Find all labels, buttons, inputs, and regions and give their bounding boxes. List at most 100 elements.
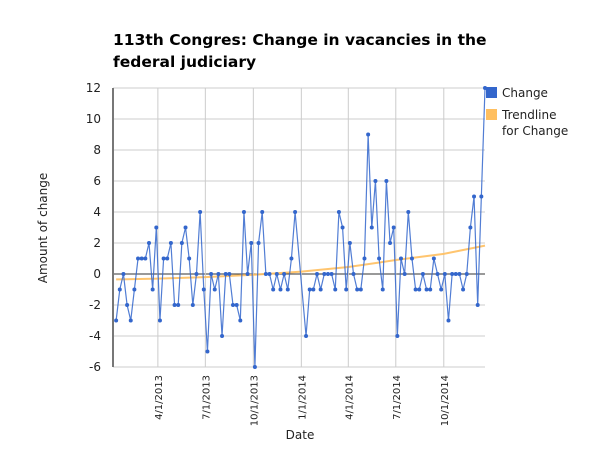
change-data-point <box>176 303 181 307</box>
change-data-point <box>450 272 455 276</box>
change-data-point <box>446 318 451 323</box>
change-data-point <box>333 287 338 292</box>
change-data-point <box>216 272 221 276</box>
change-data-point <box>223 272 228 276</box>
change-data-point <box>402 272 407 276</box>
change-data-point <box>439 287 444 292</box>
change-data-point <box>263 272 268 276</box>
trendline <box>116 244 486 281</box>
change-data-point <box>209 272 214 276</box>
x-tick-label: 10/1/2013 <box>249 375 260 426</box>
change-data-point <box>285 287 290 292</box>
change-data-point <box>136 256 141 261</box>
legend: Change Trendline for Change <box>486 86 568 138</box>
change-data-point <box>358 287 363 292</box>
change-data-point <box>238 318 243 323</box>
change-data-point <box>205 349 210 354</box>
change-data-point <box>366 132 371 137</box>
change-data-point <box>154 225 159 230</box>
change-data-point <box>453 272 458 276</box>
change-data-point <box>377 256 382 261</box>
change-data-point <box>336 210 341 214</box>
change-data-point <box>362 256 367 261</box>
y-axis-ticks: -6 -4 -2 0 2 4 6 8 10 12 <box>86 81 101 374</box>
y-tick-label: 10 <box>86 112 101 126</box>
change-data-point <box>388 241 393 245</box>
change-data-point <box>128 318 133 323</box>
y-tick-label: -2 <box>89 298 101 312</box>
change-data-point <box>161 256 166 261</box>
change-data-point <box>325 272 330 276</box>
legend-item-trendline[interactable]: Trendline for Change <box>486 108 568 138</box>
change-data-point <box>139 256 144 261</box>
change-data-point <box>457 272 462 276</box>
y-axis-label: Amount of change <box>36 173 50 284</box>
x-tick-label: 7/1/2013 <box>201 375 212 420</box>
legend-swatch-trendline <box>486 109 497 120</box>
change-data-point <box>212 287 217 292</box>
change-series-line <box>115 87 486 368</box>
y-tick-label: 0 <box>93 267 101 281</box>
change-data-point <box>168 241 173 245</box>
change-data-point <box>234 303 239 307</box>
change-data-point <box>424 287 429 292</box>
change-data-point <box>271 287 276 292</box>
change-data-point <box>428 287 433 292</box>
legend-label-change: Change <box>502 86 548 100</box>
change-data-point <box>183 225 188 230</box>
change-data-point <box>472 194 477 199</box>
change-data-point <box>307 287 312 292</box>
change-data-point <box>117 287 122 292</box>
x-axis-label: Date <box>286 428 315 442</box>
legend-label-trendline-line-1: Trendline <box>501 108 557 122</box>
change-data-point <box>278 287 283 292</box>
change-data-point <box>121 272 126 276</box>
y-tick-label: 2 <box>93 236 101 250</box>
y-tick-label: -6 <box>89 360 101 374</box>
change-data-point <box>417 287 422 292</box>
change-data-point <box>329 272 334 276</box>
change-data-point <box>198 210 203 214</box>
change-data-point <box>179 241 184 245</box>
y-tick-label: 12 <box>86 81 101 95</box>
change-data-point <box>464 272 469 276</box>
change-data-point <box>256 241 261 245</box>
change-data-point <box>311 287 316 292</box>
chart-title-line-2: federal judiciary <box>113 53 256 71</box>
change-data-point <box>260 210 265 214</box>
change-data-point <box>384 179 389 183</box>
change-data-point <box>395 334 400 338</box>
legend-item-change[interactable]: Change <box>486 86 548 100</box>
change-data-point <box>252 365 257 369</box>
change-data-point <box>304 334 309 338</box>
change-data-point <box>468 225 473 230</box>
change-data-point <box>355 287 360 292</box>
change-data-point <box>475 303 480 307</box>
change-data-point <box>172 303 177 307</box>
x-axis-ticks: 4/1/2013 7/1/2013 10/1/2013 1/1/2014 4/1/201… <box>154 375 451 426</box>
change-data-point <box>347 241 352 245</box>
gridlines <box>112 87 485 368</box>
legend-label-trendline-line-2: for Change <box>502 124 568 138</box>
change-data-point <box>369 225 374 230</box>
change-data-point <box>391 225 396 230</box>
change-data-point <box>227 272 232 276</box>
change-data-point <box>147 241 151 245</box>
change-data-point <box>125 303 130 307</box>
x-tick-label: 1/1/2014 <box>297 375 308 420</box>
change-data-point <box>132 287 137 292</box>
change-data-point <box>190 303 195 307</box>
change-data-point <box>406 210 411 214</box>
change-data-point <box>114 318 119 323</box>
series-layer <box>114 86 487 369</box>
change-data-point <box>420 272 425 276</box>
change-data-point <box>413 287 418 292</box>
x-tick-label: 4/1/2014 <box>344 375 355 420</box>
chart-title-line-1: 113th Congres: Change in vacancies in th… <box>113 31 487 49</box>
change-data-point <box>340 225 345 230</box>
change-data-point <box>380 287 385 292</box>
x-tick-label: 10/1/2014 <box>440 375 451 426</box>
change-data-point <box>267 272 272 276</box>
change-data-point <box>431 256 436 261</box>
